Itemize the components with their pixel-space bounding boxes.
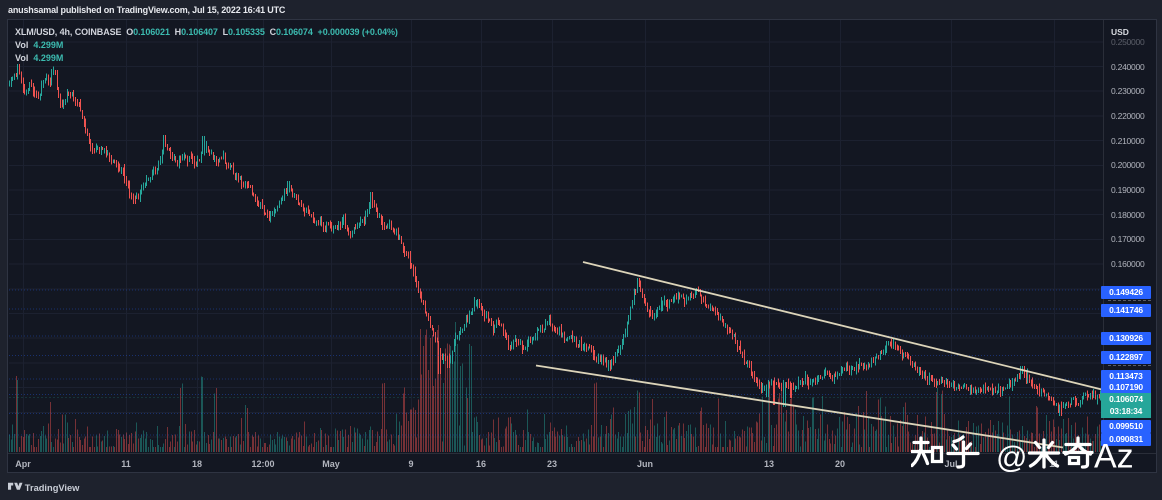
svg-text:Az: Az bbox=[1094, 438, 1134, 476]
svg-text:TradingView: TradingView bbox=[25, 483, 80, 493]
svg-text:@: @ bbox=[996, 440, 1027, 475]
